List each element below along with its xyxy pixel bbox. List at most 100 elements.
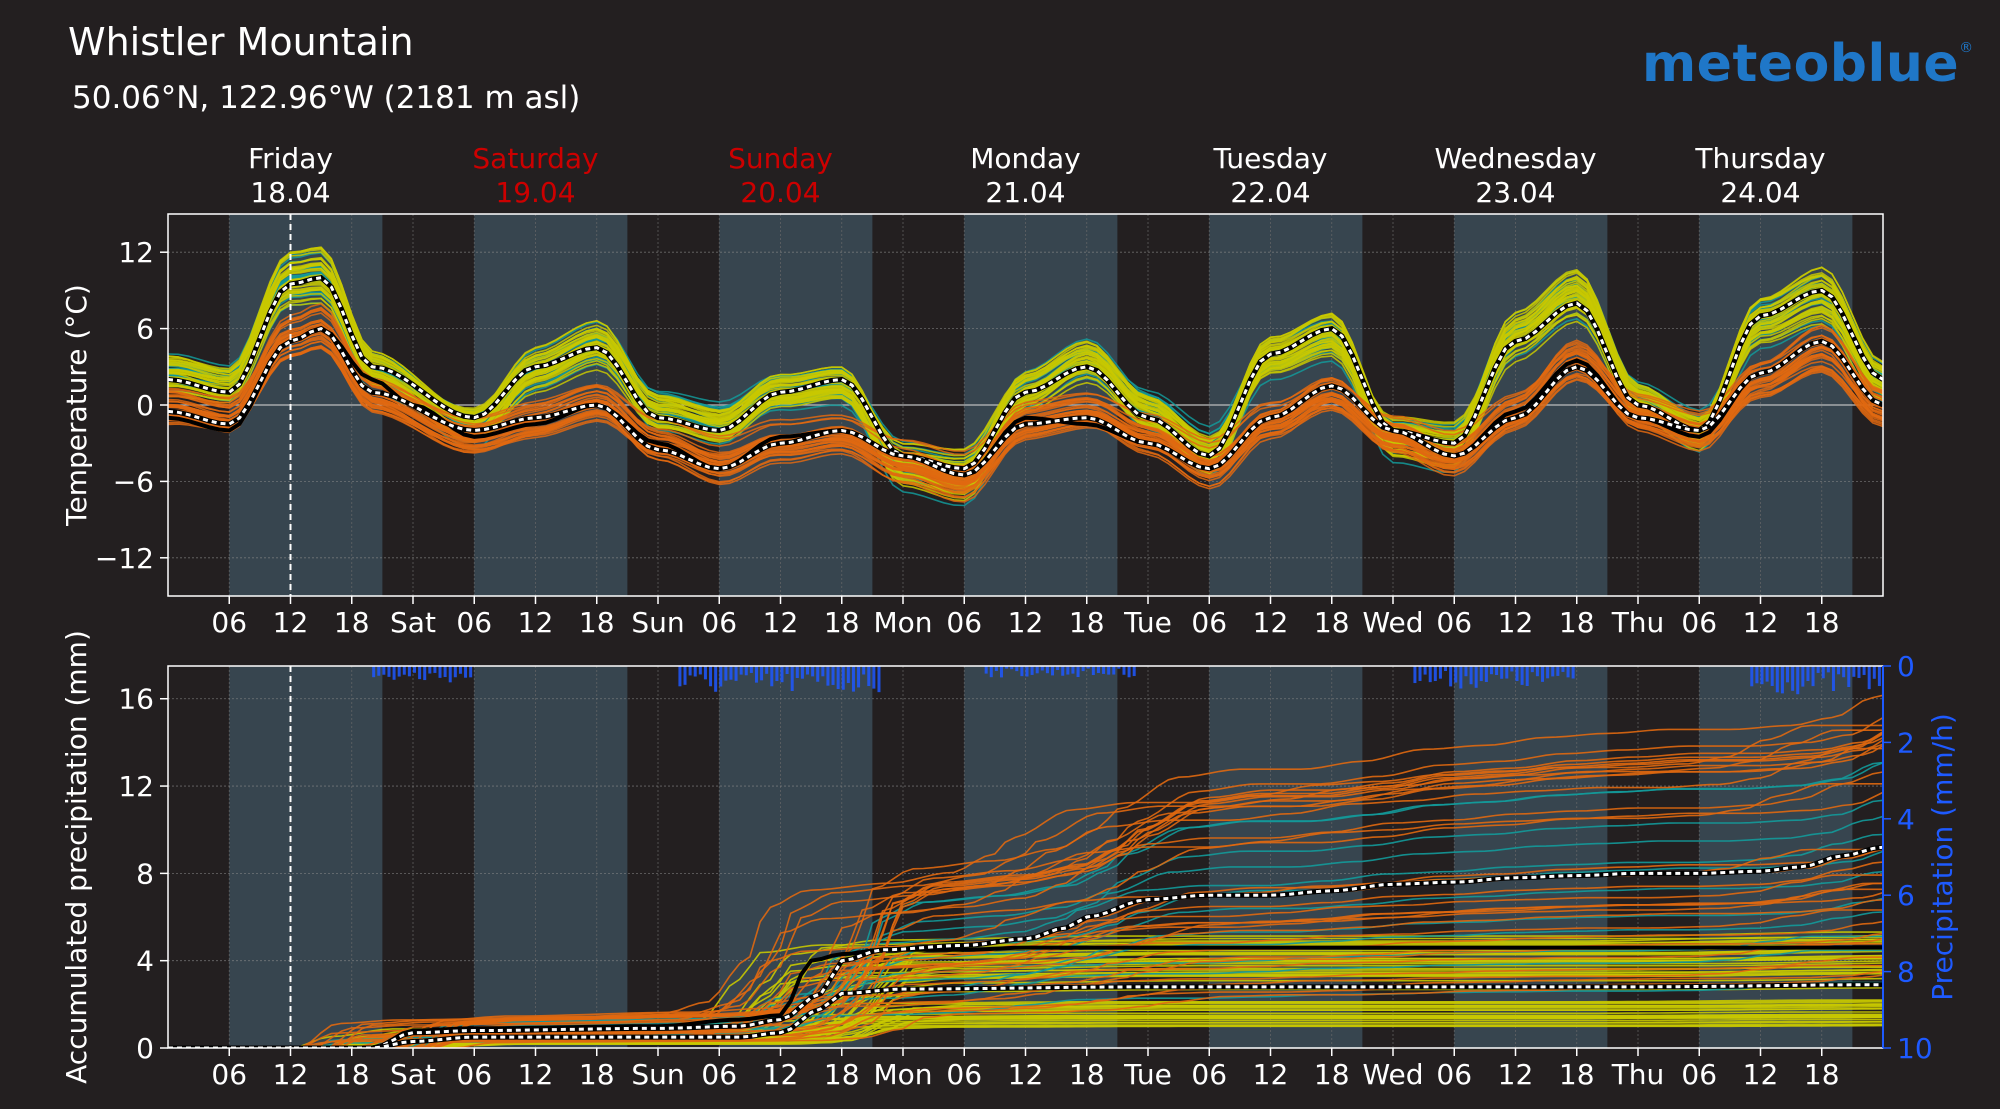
- hourly-precip-bar: [1061, 666, 1065, 676]
- x-tick-label: Tue: [1123, 606, 1172, 639]
- y2-tick-label: 8: [1897, 956, 1915, 989]
- y-tick-label: 4: [136, 945, 154, 978]
- hourly-precip-bar: [428, 666, 432, 674]
- hourly-precip-bar: [1433, 666, 1437, 681]
- chart-panel-1: 12 6 0 −6 −12 06 12 18 Sat 06 12 18 Sun 06 12 18 Mon 06 12…: [60, 213, 1884, 639]
- ensemble-member-line: [168, 309, 1883, 473]
- y2-axis-title: Precipitation (mm/h): [1926, 713, 1959, 1001]
- day-date-label: 18.04: [250, 176, 330, 209]
- x-tick-label: Wed: [1362, 606, 1423, 639]
- x-tick-label: 12: [763, 1058, 799, 1091]
- hourly-precip-bar: [1530, 666, 1534, 673]
- hourly-precip-bar: [464, 666, 468, 678]
- hourly-precip-bar: [765, 666, 769, 674]
- day-name-label: Wednesday: [1434, 142, 1596, 175]
- x-tick-label: Thu: [1611, 606, 1665, 639]
- hourly-precip-bar: [1081, 666, 1085, 672]
- x-tick-label: 06: [946, 606, 982, 639]
- hourly-precip-bar: [1566, 666, 1570, 678]
- hourly-precip-bar: [1872, 666, 1876, 679]
- hourly-precip-bar: [1510, 666, 1514, 672]
- hourly-precip-bar: [749, 666, 753, 673]
- hourly-precip-bar: [724, 666, 728, 681]
- hourly-precip-bar: [1464, 666, 1468, 677]
- x-tick-label: 06: [1681, 1058, 1717, 1091]
- hourly-precip-bar: [1045, 666, 1049, 674]
- hourly-precip-bar: [407, 666, 411, 677]
- hourly-precip-bar: [1847, 666, 1851, 688]
- hourly-precip-bar: [760, 666, 764, 681]
- x-tick-label: 12: [1743, 1058, 1779, 1091]
- hourly-precip-bar: [1760, 666, 1764, 685]
- hourly-precip-bar: [1806, 666, 1810, 682]
- hourly-precip-bar: [862, 666, 866, 675]
- x-tick-label: 18: [1069, 1058, 1105, 1091]
- median-line-upper: [168, 276, 1883, 471]
- hourly-precip-bar: [703, 666, 707, 680]
- hourly-precip-bar: [1857, 666, 1861, 678]
- hourly-precip-bar: [1842, 666, 1846, 678]
- x-tick-label: 12: [1008, 1058, 1044, 1091]
- y-tick-label: 12: [118, 236, 154, 269]
- meteoblue-logo[interactable]: meteoblue®: [1642, 34, 1974, 94]
- x-tick-label: 12: [1498, 606, 1534, 639]
- hourly-precip-bar: [448, 666, 452, 683]
- hourly-precip-bar: [1571, 666, 1575, 679]
- y-tick-label: 12: [118, 770, 154, 803]
- day-date-label: 23.04: [1475, 176, 1555, 209]
- hourly-precip-bar: [811, 666, 815, 677]
- hourly-precip-bar: [1831, 666, 1835, 691]
- hourly-precip-bar: [458, 666, 462, 674]
- location-coordinates: 50.06°N, 122.96°W (2181 m asl): [72, 80, 581, 116]
- hourly-precip-bar: [1132, 666, 1136, 677]
- hourly-precip-bar: [994, 666, 998, 671]
- hourly-precip-bar: [1117, 666, 1121, 669]
- brand-registered-mark: ®: [1959, 40, 1974, 56]
- plot-area: [168, 666, 1883, 1048]
- hourly-precip-bar: [1096, 666, 1100, 674]
- hourly-precip-bar: [1025, 666, 1029, 677]
- x-tick-label: Sat: [390, 606, 436, 639]
- hourly-precip-bar: [1449, 666, 1453, 687]
- hourly-precip-bar: [989, 666, 993, 678]
- x-tick-label: 18: [1804, 1058, 1840, 1091]
- hourly-precip-bar: [1556, 666, 1560, 676]
- x-tick-label: 06: [1436, 1058, 1472, 1091]
- hourly-precip-bar: [1469, 666, 1473, 685]
- x-tick-label: 12: [1008, 606, 1044, 639]
- hourly-precip-bar: [1444, 666, 1448, 671]
- ensemble-member-line: [168, 739, 1883, 1048]
- median-line-lower: [168, 983, 1883, 1048]
- hourly-precip-bar: [433, 666, 437, 673]
- x-tick-label: 06: [1191, 1058, 1227, 1091]
- x-tick-label: 12: [273, 1058, 309, 1091]
- x-tick-label: 06: [701, 1058, 737, 1091]
- hourly-precip-bar: [1821, 666, 1825, 679]
- hourly-precip-bar: [729, 666, 733, 680]
- x-tick-label: 18: [824, 606, 860, 639]
- x-tick-label: 18: [1559, 606, 1595, 639]
- x-tick-label: 18: [334, 1058, 370, 1091]
- hourly-precip-bar: [1852, 666, 1856, 677]
- x-tick-label: 18: [334, 606, 370, 639]
- hourly-precip-bar: [877, 666, 881, 693]
- hourly-precip-bar: [1541, 666, 1545, 682]
- x-tick-label: 18: [824, 1058, 860, 1091]
- x-tick-label: 06: [1191, 606, 1227, 639]
- hourly-precip-bar: [739, 666, 743, 675]
- hourly-precip-bar: [1755, 666, 1759, 684]
- hourly-precip-bar: [1418, 666, 1422, 681]
- location-title: Whistler Mountain: [68, 20, 414, 64]
- hourly-precip-bar: [1015, 666, 1019, 672]
- hourly-precip-bar: [387, 666, 391, 677]
- hourly-precip-bar: [770, 666, 774, 687]
- hourly-precip-bar: [780, 666, 784, 683]
- y-tick-label: 8: [136, 857, 154, 890]
- x-tick-label: 18: [1314, 606, 1350, 639]
- hourly-precip-bar: [392, 666, 396, 680]
- x-tick-label: 06: [701, 606, 737, 639]
- hourly-precip-bar: [1010, 666, 1014, 670]
- x-tick-label: 06: [1681, 606, 1717, 639]
- hourly-precip-bar: [821, 666, 825, 677]
